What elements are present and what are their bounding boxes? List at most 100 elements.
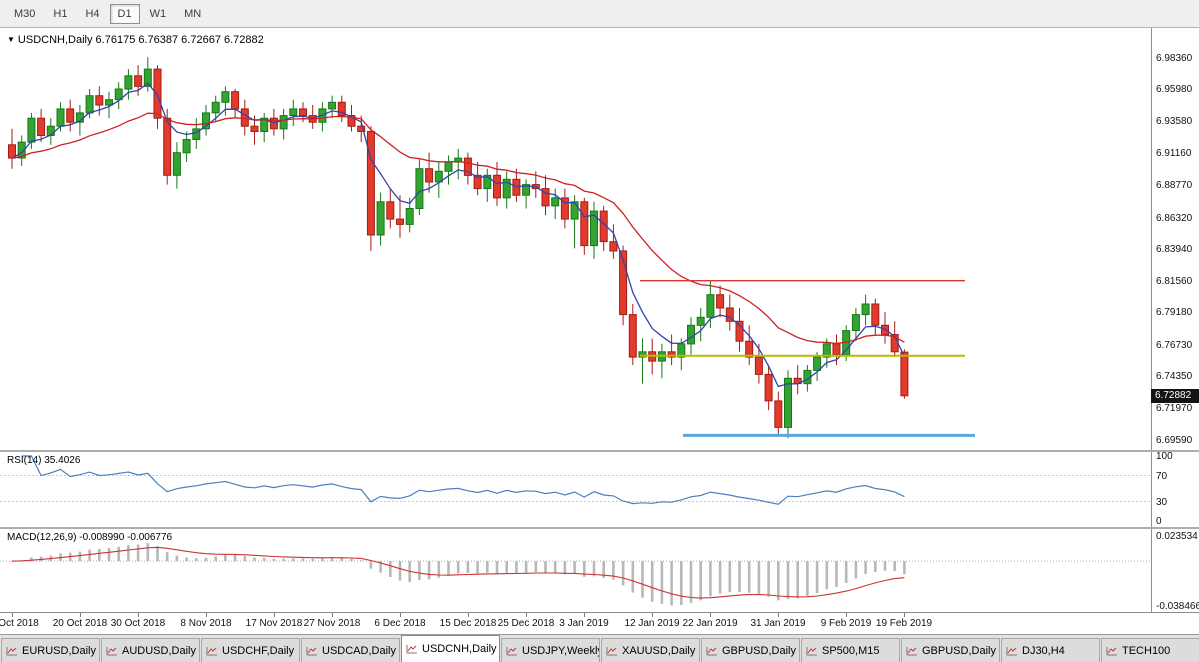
timeframe-button-mn[interactable]: MN: [184, 7, 202, 20]
time-axis-tick: [332, 613, 333, 617]
macd-histogram-bar: [699, 561, 702, 601]
candle: [260, 112, 269, 143]
candle: [425, 152, 434, 193]
macd-histogram-bar: [146, 543, 150, 562]
macd-histogram-bar: [398, 561, 402, 581]
macd-histogram-bar: [78, 551, 82, 562]
chart-tab-gbpusd-daily[interactable]: GBPUSD,Daily: [701, 638, 800, 662]
macd-histogram-bar: [553, 561, 557, 573]
rsi-axis: 100 70 30 0: [1151, 451, 1199, 527]
price-chart-panel[interactable]: ▼ USDCNH,Daily 6.76175 6.76387 6.72667 6.…: [0, 28, 1199, 452]
macd-histogram-bar: [806, 561, 809, 596]
candle: [570, 195, 579, 249]
candle: [8, 128, 16, 169]
macd-histogram-bar: [631, 561, 635, 593]
candle: [376, 192, 385, 246]
macd-histogram-bar: [107, 548, 111, 562]
price-axis-label: 6.98360: [1156, 53, 1193, 64]
macd-histogram-bar: [127, 545, 130, 562]
candle: [580, 197, 589, 255]
macd-signal-line: [11, 546, 905, 599]
macd-histogram-bar: [835, 561, 838, 587]
time-axis-label: 11 Oct 2018: [0, 618, 39, 629]
candlestick-plot[interactable]: [0, 28, 1151, 450]
candle: [900, 349, 909, 399]
candle: [337, 95, 346, 123]
candle: [706, 280, 715, 328]
macd-plot[interactable]: [0, 529, 1151, 611]
timeframe-button-w1[interactable]: W1: [149, 7, 167, 20]
macd-histogram-bar: [883, 561, 887, 571]
macd-indicator-panel[interactable]: MACD(12,26,9) -0.008990 -0.006776 0.0235…: [0, 529, 1199, 613]
candle: [871, 298, 880, 335]
timeframe-button-m30[interactable]: M30: [14, 7, 36, 20]
macd-histogram-bar: [340, 557, 344, 561]
candle: [609, 224, 618, 259]
chart-tab-usdcnh-daily[interactable]: USDCNH,Daily: [401, 635, 500, 662]
candle: [541, 175, 550, 216]
chart-tab-audusd-daily[interactable]: AUDUSD,Daily: [101, 638, 200, 662]
candle: [153, 65, 162, 129]
macd-histogram-bar: [466, 561, 470, 573]
macd-histogram-bar: [359, 560, 363, 562]
macd-histogram-bar: [825, 561, 829, 590]
macd-axis-label: -0.038466: [1156, 601, 1199, 612]
candle: [716, 285, 725, 318]
macd-histogram-bar: [709, 561, 712, 597]
macd-histogram-bar: [30, 557, 33, 562]
chart-tab-tech100[interactable]: TECH100: [1101, 638, 1199, 662]
candle: [667, 334, 676, 366]
candle: [366, 126, 375, 251]
candle: [725, 294, 734, 331]
chart-tab-icon: [406, 645, 417, 654]
chart-tab-xauusd-daily[interactable]: XAUUSD,Daily: [601, 638, 700, 662]
time-axis-label: 31 Jan 2019: [750, 618, 806, 629]
macd-histogram-bar: [874, 561, 877, 572]
candle: [599, 205, 608, 251]
candle: [522, 179, 531, 209]
chart-tab-gbpusd-daily[interactable]: GBPUSD,Daily: [901, 638, 1000, 662]
macd-histogram-bar: [156, 545, 159, 562]
candle: [172, 142, 181, 189]
time-axis-tick: [652, 613, 653, 617]
timeframe-button-h1[interactable]: H1: [53, 7, 68, 20]
timeframe-button-d1[interactable]: D1: [109, 3, 140, 24]
chart-tab-dj30-h4[interactable]: DJ30,H4: [1001, 638, 1100, 662]
time-axis-tick: [138, 613, 139, 617]
price-axis-label: 6.69590: [1156, 435, 1193, 446]
candle: [357, 115, 366, 143]
candle: [628, 304, 637, 366]
chart-ohlc-values: 6.76175 6.76387 6.72667 6.72882: [95, 34, 264, 46]
candle: [444, 155, 453, 185]
macd-histogram-bar: [224, 554, 227, 562]
chart-tab-usdjpy-weekly[interactable]: USDJPY,Weekly: [501, 638, 600, 662]
time-axis-tick: [12, 613, 13, 617]
macd-histogram-bar: [311, 558, 314, 562]
macd-histogram-bar: [437, 561, 441, 578]
macd-histogram-bar: [612, 561, 615, 580]
price-axis: 6.98360 6.95980 6.93580 6.91160 6.88770 6.863…: [1151, 28, 1199, 450]
rsi-indicator-panel[interactable]: RSI(14) 35.4026 100 70 30 0: [0, 451, 1199, 529]
candle: [745, 325, 754, 366]
macd-histogram-bar: [650, 561, 654, 602]
candle: [774, 391, 783, 437]
chart-tab-sp500-m15[interactable]: SP500,M15: [801, 638, 900, 662]
chart-tab-eurusd-daily[interactable]: EURUSD,Daily: [1, 638, 100, 662]
chart-tab-usdchf-daily[interactable]: USDCHF,Daily: [201, 638, 300, 662]
candle: [696, 308, 705, 342]
macd-histogram-bar: [534, 561, 538, 573]
time-axis-label: 22 Jan 2019: [682, 618, 738, 629]
timeframe-button-h4[interactable]: H4: [85, 7, 100, 20]
macd-histogram-bar: [253, 557, 256, 561]
candle: [182, 131, 191, 162]
chart-tab-icon: [906, 646, 917, 655]
chart-tab-icon: [106, 646, 117, 655]
candle: [502, 171, 511, 209]
candle: [347, 105, 356, 132]
macd-histogram-bar: [864, 561, 867, 574]
price-axis-label: 6.93580: [1156, 116, 1193, 127]
rsi-plot[interactable]: [0, 452, 1151, 527]
chart-tab-usdcad-daily[interactable]: USDCAD,Daily: [301, 638, 400, 662]
symbol-marker-icon: ▼: [7, 35, 15, 44]
candle: [803, 365, 812, 392]
